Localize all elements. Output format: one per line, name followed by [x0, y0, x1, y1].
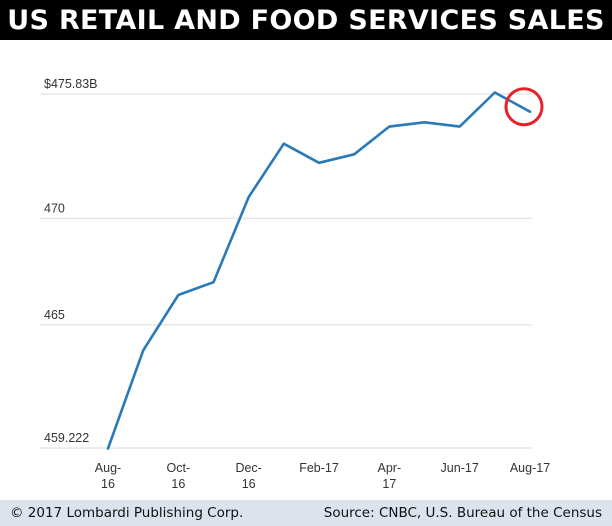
source-text: Source: CNBC, U.S. Bureau of the Census	[323, 505, 602, 521]
y-tick-label: $475.83B	[44, 77, 98, 91]
x-tick-label: Feb-17	[299, 461, 339, 475]
x-tick-label: Dec-16	[235, 461, 261, 491]
highlight-circle	[504, 87, 544, 127]
chart-title: US RETAIL AND FOOD SERVICES SALES	[7, 4, 605, 36]
y-tick-label: 470	[44, 201, 65, 215]
y-tick-label: 465	[44, 308, 65, 322]
copyright-text: © 2017 Lombardi Publishing Corp.	[10, 505, 244, 521]
x-tick-label: Apr-17	[378, 461, 402, 491]
x-tick-label: Oct-16	[167, 461, 191, 491]
line-chart: $475.83B 470 465 459.222 Aug-16 Oct-16 Dec-16 F…	[40, 77, 550, 491]
x-tick-label: Jun-17	[441, 461, 479, 475]
x-tick-label: Aug-17	[510, 461, 550, 475]
y-tick-label: 459.222	[44, 431, 89, 445]
x-tick-label: Aug-16	[95, 461, 121, 491]
footer-bar: © 2017 Lombardi Publishing Corp. Source:…	[0, 500, 612, 526]
title-bar: US RETAIL AND FOOD SERVICES SALES	[0, 0, 612, 40]
series-line	[106, 91, 532, 450]
